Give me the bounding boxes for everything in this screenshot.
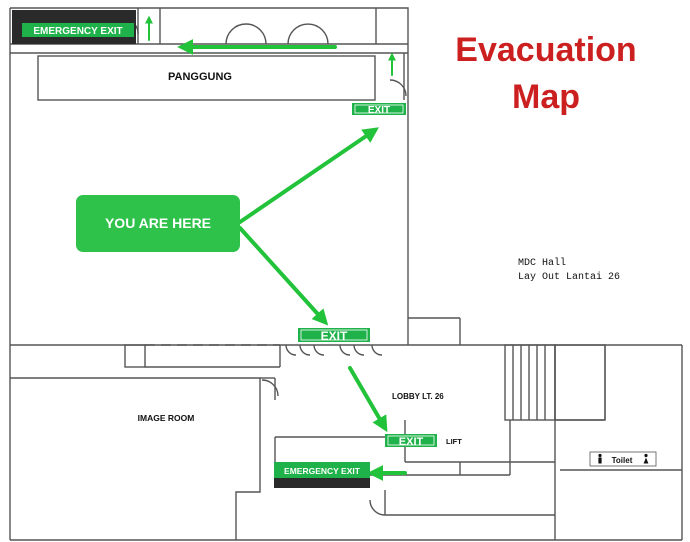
toilet-label: Toilet <box>612 456 633 465</box>
map-title-line2: Map <box>512 78 580 116</box>
map-title-line1: Evacuation <box>455 31 636 69</box>
emergency-exit-top-label: EMERGENCY EXIT <box>33 26 122 37</box>
you-are-here-label: YOU ARE HERE <box>105 215 211 231</box>
exit-sign-right-label: EXIT <box>368 105 390 116</box>
evacuation-routes <box>145 15 407 481</box>
exit-sign-middle: EXIT <box>298 328 370 343</box>
emergency-exit-bottom: EMERGENCY EXIT <box>274 462 370 488</box>
person-icon <box>598 453 602 464</box>
emergency-exit-top: EMERGENCY EXIT <box>12 10 136 44</box>
route-arrow-icon <box>348 366 388 433</box>
person-icon <box>643 453 649 464</box>
toilet-sign: Toilet <box>589 451 657 467</box>
route-arrow-icon <box>238 127 379 224</box>
venue-name: MDC Hall <box>518 257 566 269</box>
stage-label: PANGGUNG <box>168 71 232 83</box>
exit-sign-lobby: EXIT <box>385 434 437 448</box>
route-arrow-icon <box>238 226 329 326</box>
image-room-label: IMAGE ROOM <box>138 413 195 423</box>
exit-sign-lobby-label: EXIT <box>399 436 424 448</box>
emergency-exit-bottom-label: EMERGENCY EXIT <box>284 466 361 476</box>
lobby-label: LOBBY LT. 26 <box>392 392 444 401</box>
venue-layout: Lay Out Lantai 26 <box>518 271 620 283</box>
you-are-here-marker: YOU ARE HERE <box>76 195 240 252</box>
exit-sign-right: EXIT <box>352 103 406 116</box>
lift-label: LIFT <box>446 437 462 446</box>
exit-sign-middle-label: EXIT <box>321 329 348 343</box>
